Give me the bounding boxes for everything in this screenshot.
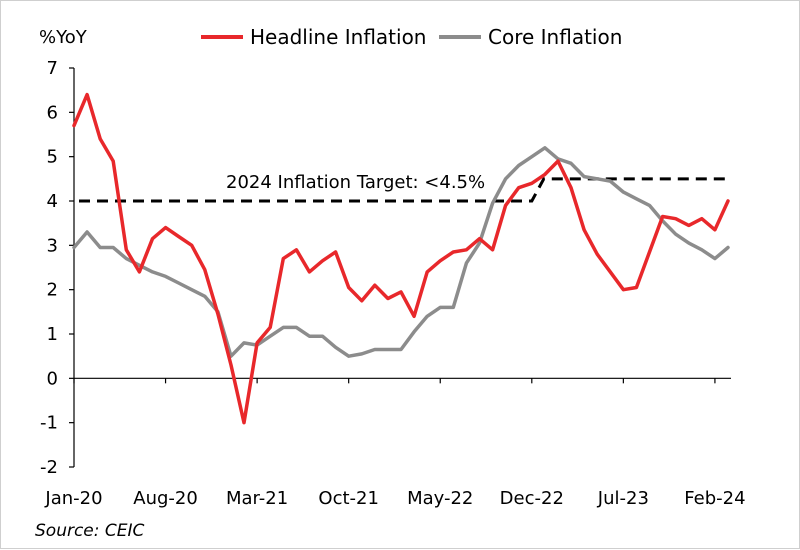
y-tick-label: 0 — [47, 368, 58, 389]
x-tick-label: Jul-23 — [597, 488, 649, 509]
legend-headline-label: Headline Inflation — [250, 25, 426, 49]
y-tick-label: 2 — [47, 280, 58, 301]
legend-core-label: Core Inflation — [488, 25, 622, 49]
y-tick-label: 3 — [47, 235, 58, 256]
core-inflation-line — [72, 146, 730, 358]
x-tick-label: Mar-21 — [226, 488, 288, 509]
x-tick-label: Aug-20 — [133, 488, 198, 509]
y-tick-label: 4 — [47, 191, 58, 212]
y-tick-label: 7 — [47, 58, 58, 79]
x-tick-label: May-22 — [407, 488, 473, 509]
target-line — [79, 177, 728, 203]
source-note: Source: CEIC — [35, 521, 145, 541]
y-tick-label: -1 — [40, 413, 58, 434]
x-tick-label: Jan-20 — [44, 488, 102, 509]
y-axis-label: %YoY — [39, 27, 88, 48]
x-tick-label: Feb-24 — [684, 488, 745, 509]
x-tick-label: Oct-21 — [318, 488, 379, 509]
y-tick-label: -2 — [40, 457, 58, 478]
y-tick-label: 5 — [47, 147, 58, 168]
y-tick-label: 6 — [47, 102, 58, 123]
headline-inflation-line — [72, 92, 730, 425]
x-tick-label: Dec-22 — [500, 488, 564, 509]
y-tick-label: 1 — [47, 324, 58, 345]
target-line-label: 2024 Inflation Target: <4.5% — [226, 172, 485, 193]
